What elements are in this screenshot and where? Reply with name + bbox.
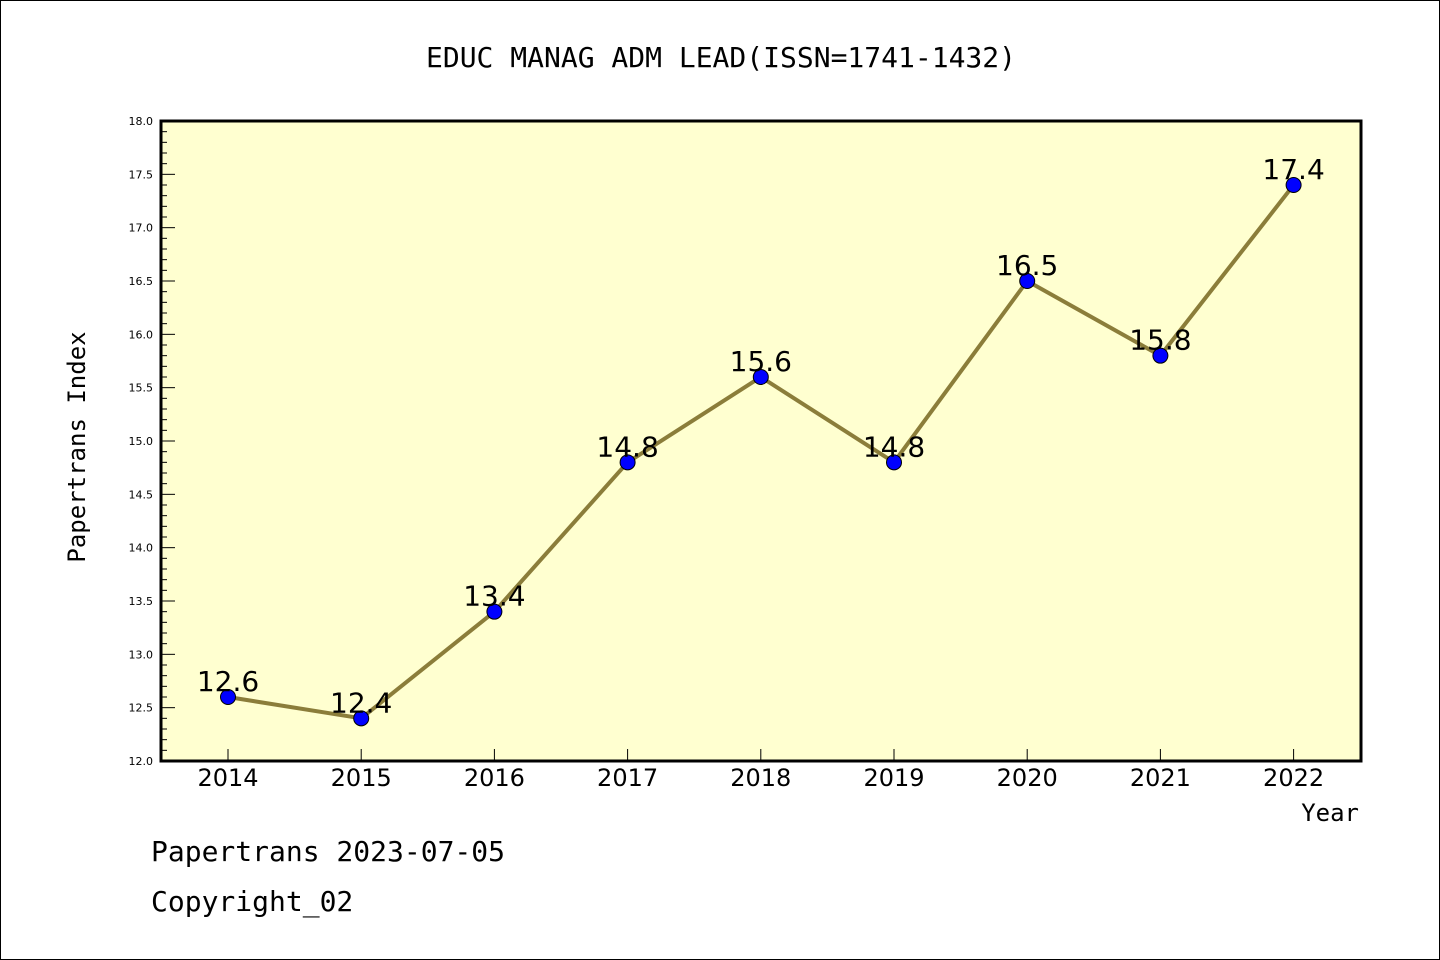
x-tick-label: 2022 — [1263, 764, 1324, 792]
y-tick-label: 18.0 — [129, 115, 154, 128]
data-label: 13.4 — [463, 580, 525, 613]
y-tick-label: 12.0 — [129, 755, 154, 768]
data-point — [886, 454, 902, 471]
y-tick-label: 12.5 — [129, 702, 154, 715]
x-axis-label: Year — [1301, 799, 1359, 827]
data-label: 14.8 — [863, 430, 925, 463]
y-tick-label: 16.0 — [129, 328, 154, 341]
data-point — [1285, 177, 1302, 193]
x-tick-label: 2014 — [197, 764, 258, 792]
data-label: 12.4 — [330, 686, 392, 719]
y-tick-label: 17.0 — [129, 222, 154, 235]
data-point — [486, 603, 503, 620]
y-tick-label: 17.5 — [129, 168, 154, 181]
data-label: 15.8 — [1129, 324, 1191, 357]
data-labels: 12.6 12.4 13.4 14.8 15.6 14.8 16.5 15.8 17.4 — [197, 153, 1325, 719]
data-point — [752, 369, 769, 385]
data-label: 16.5 — [996, 249, 1058, 282]
data-label: 15.6 — [730, 345, 792, 378]
data-point — [220, 689, 236, 705]
x-tick-label: 2021 — [1130, 764, 1191, 792]
y-axis-ticks: 12.0 12.5 13.0 13.5 14.0 14.5 15.0 15.5 16.0 16.5… — [129, 115, 154, 768]
data-label: 17.4 — [1262, 153, 1324, 186]
x-tick-label: 2015 — [331, 764, 392, 792]
y-axis-label: Papertrans Index — [63, 331, 91, 562]
x-tick-label: 2020 — [997, 764, 1058, 792]
footer-copyright: Copyright_02 — [151, 885, 354, 918]
data-label: 12.6 — [197, 665, 259, 698]
y-tick-label: 15.0 — [129, 435, 154, 448]
plot-area — [161, 121, 1361, 761]
chart-title: EDUC MANAG ADM LEAD(ISSN=1741-1432) — [426, 41, 1016, 74]
y-tick-label: 14.0 — [129, 542, 154, 555]
x-tick-label: 2016 — [464, 764, 525, 792]
x-axis-ticks: 2014 2015 2016 2017 2018 2019 2020 2021 2022 — [197, 749, 1324, 792]
y-tick-label: 13.5 — [129, 595, 154, 608]
data-point — [619, 454, 636, 471]
y-tick-label: 15.5 — [129, 382, 154, 395]
x-tick-label: 2018 — [730, 764, 791, 792]
x-tick-label: 2017 — [597, 764, 658, 792]
data-markers — [220, 177, 1302, 727]
x-tick-label: 2019 — [863, 764, 924, 792]
data-point — [353, 710, 370, 727]
y-tick-label: 13.0 — [129, 648, 154, 661]
data-point — [1019, 273, 1036, 289]
data-label: 14.8 — [596, 430, 658, 463]
y-tick-label: 14.5 — [129, 488, 154, 501]
footer-date: Papertrans 2023-07-05 — [151, 835, 506, 868]
data-point — [1152, 347, 1169, 364]
y-tick-label: 16.5 — [129, 275, 154, 288]
plot-border — [159, 119, 1363, 763]
